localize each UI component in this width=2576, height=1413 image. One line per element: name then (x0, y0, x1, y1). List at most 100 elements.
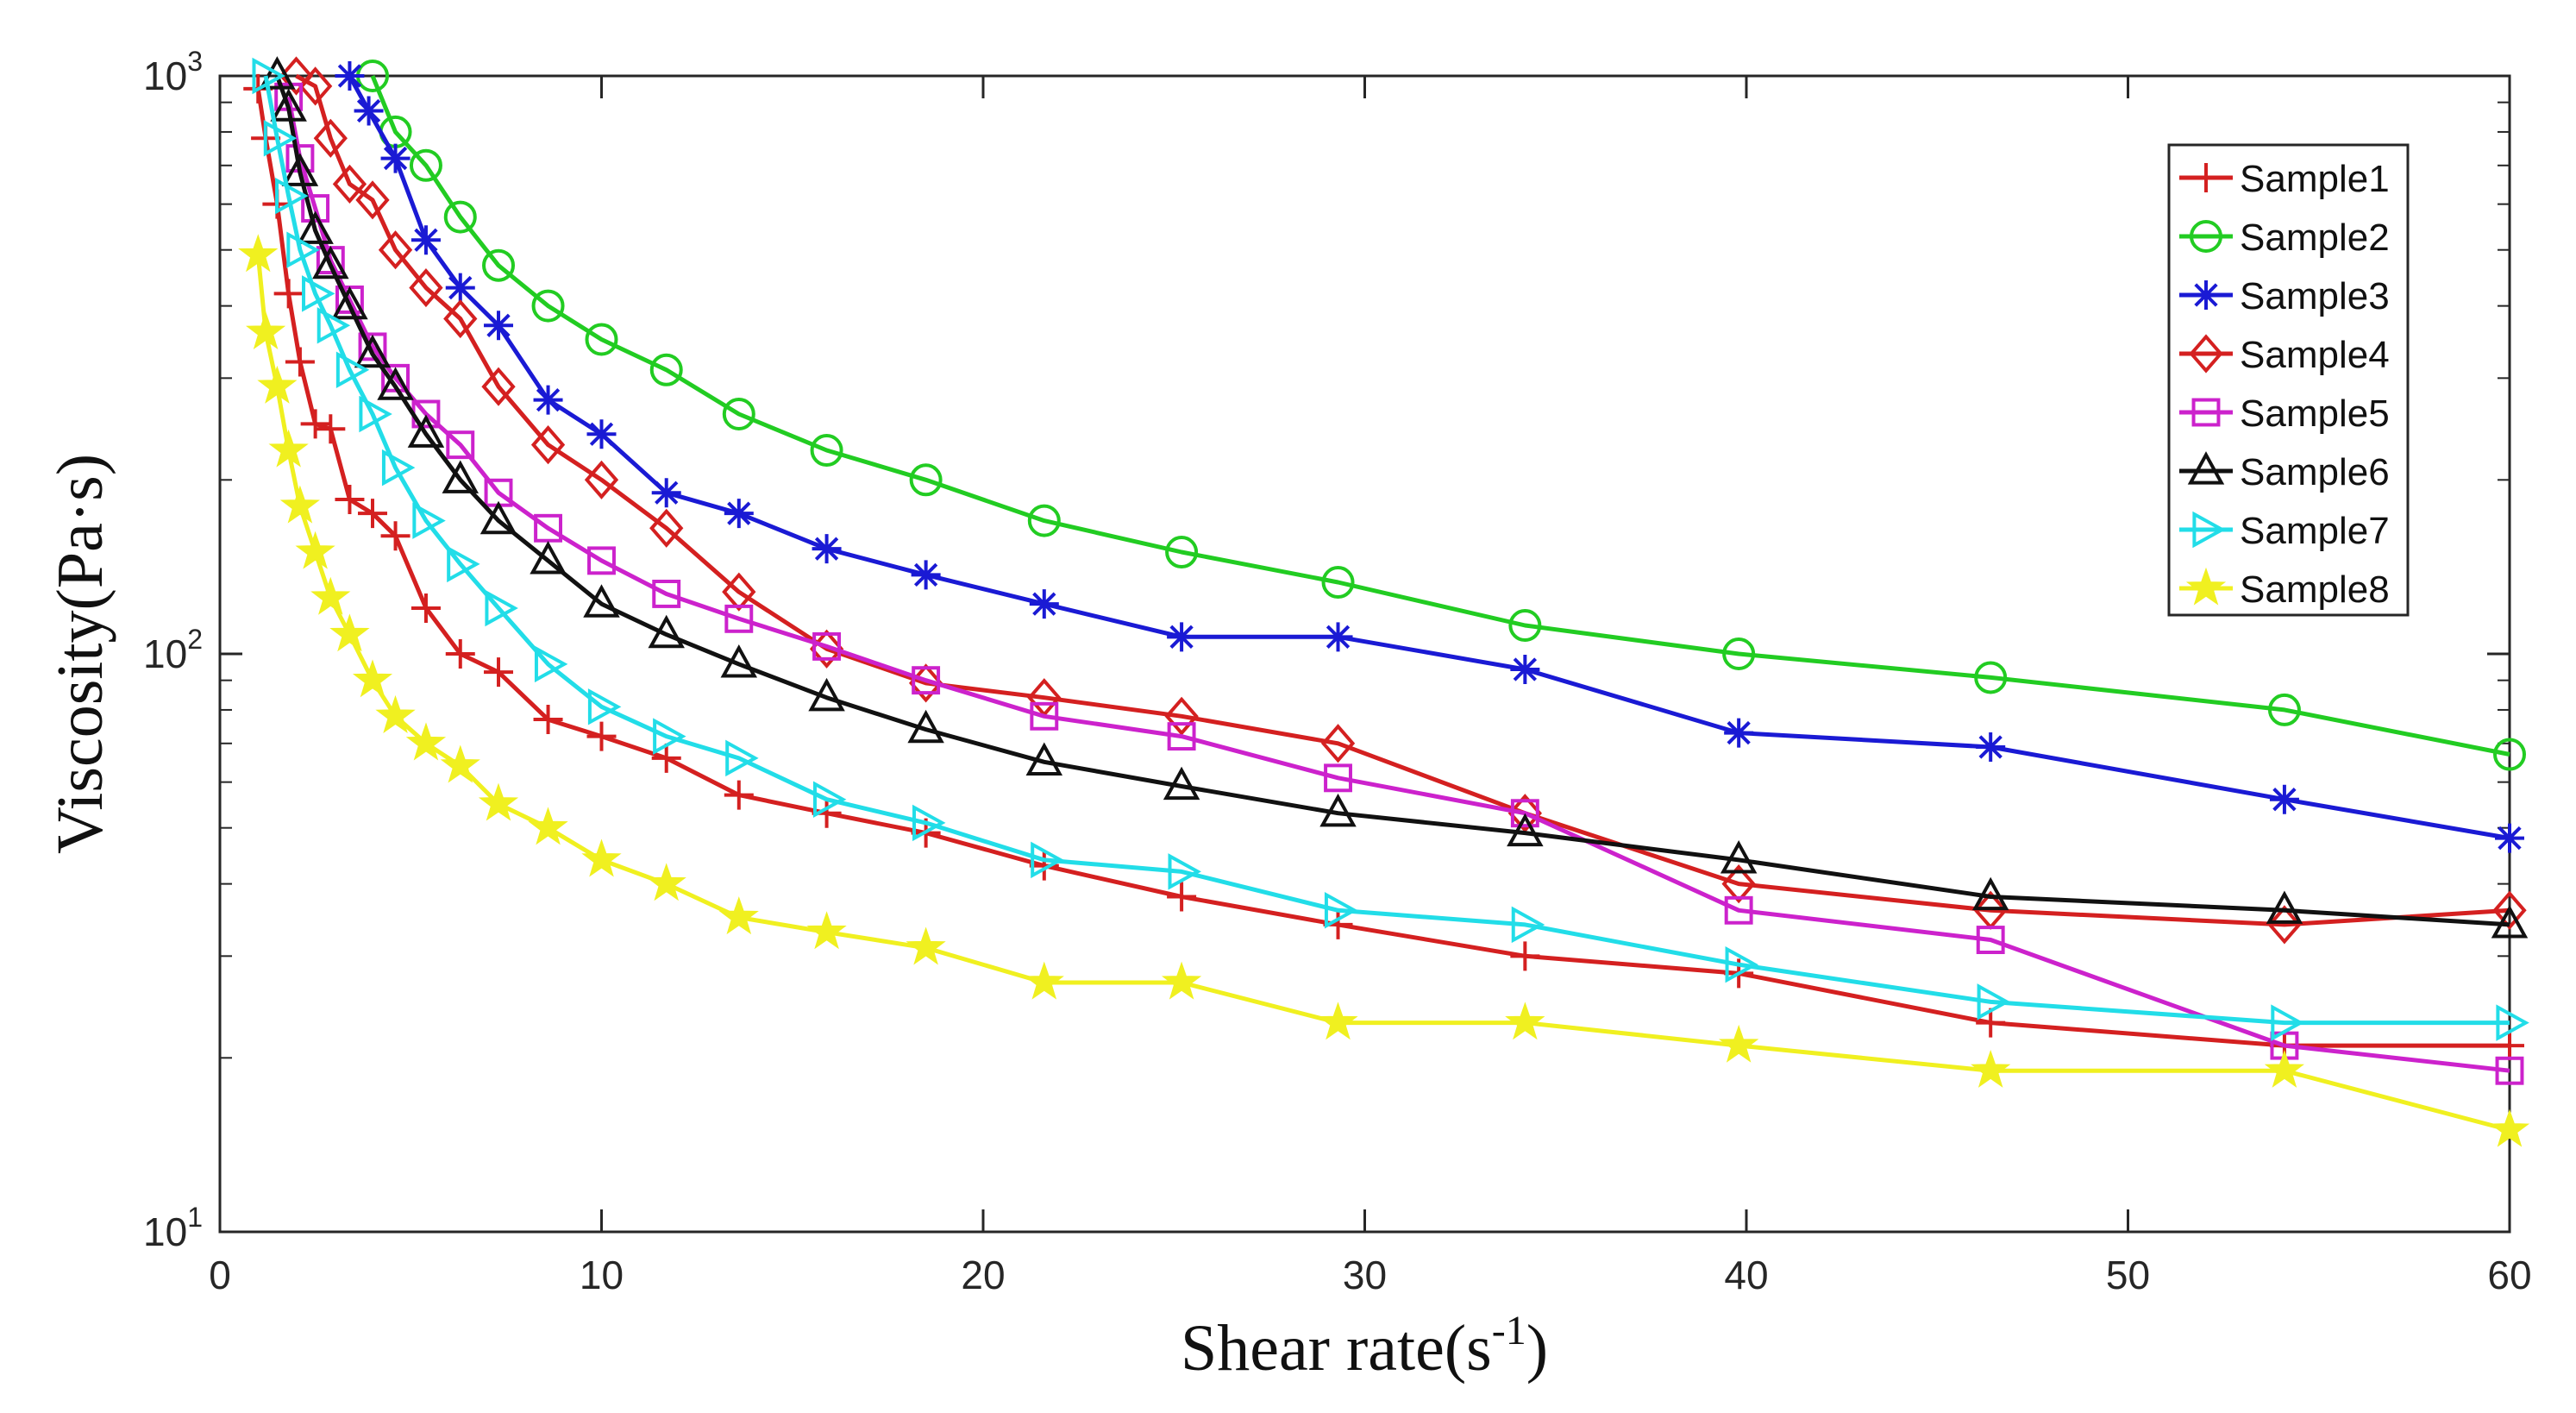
data-point (445, 273, 475, 303)
data-point (2489, 1108, 2530, 1147)
data-point (286, 231, 320, 268)
data-point (405, 722, 447, 761)
data-point (2492, 890, 2527, 930)
data-point (409, 148, 442, 182)
data-point (335, 61, 365, 91)
data-point (906, 926, 946, 965)
data-point (238, 234, 279, 273)
data-point (279, 485, 320, 524)
y-tick-label: 103 (143, 46, 203, 98)
data-point (812, 534, 842, 564)
data-point (295, 531, 335, 569)
data-point (2269, 784, 2299, 814)
data-point (300, 409, 330, 439)
data-point (2491, 905, 2529, 939)
data-point (587, 688, 622, 725)
data-point (354, 96, 384, 126)
data-point (275, 177, 309, 215)
data-point (479, 500, 517, 535)
data-point (1510, 655, 1540, 685)
data-point (1031, 841, 1064, 879)
x-tick-label: 10 (580, 1253, 624, 1297)
data-point (1724, 895, 1753, 925)
axes-box (218, 74, 2511, 1234)
data-point (2267, 693, 2301, 726)
data-point (718, 896, 759, 935)
data-point (2264, 1049, 2304, 1088)
data-point (652, 580, 681, 608)
data-point (252, 57, 285, 95)
y-tick-base: 10 (143, 1209, 187, 1254)
data-point (1511, 906, 1545, 944)
data-point (649, 353, 683, 386)
y-tick-exponent: 2 (187, 624, 203, 655)
data-point (478, 782, 519, 821)
data-point (1027, 504, 1061, 537)
data-point (358, 499, 387, 529)
data-point (412, 502, 446, 539)
data-point (409, 267, 443, 308)
data-point (1976, 732, 2006, 762)
x-tick-label: 50 (2106, 1253, 2150, 1297)
data-point (263, 120, 298, 157)
data-point (485, 589, 518, 627)
data-point (1977, 983, 2011, 1020)
x-axis-title: Shear rate(s-1) (1181, 1308, 1548, 1385)
data-point (377, 367, 414, 400)
data-point (649, 508, 684, 548)
data-point (907, 709, 944, 744)
data-point (297, 210, 334, 244)
data-point (1971, 876, 2009, 911)
legend-label: Sample1 (2240, 158, 2390, 200)
y-axis-title: Viscosity(Pa·s) (44, 454, 116, 854)
data-point (720, 644, 758, 678)
legend-label: Sample3 (2240, 275, 2390, 317)
data-point (375, 694, 416, 733)
data-point (2493, 738, 2526, 771)
data-point (533, 705, 563, 735)
data-point (531, 289, 565, 323)
data-point (1030, 701, 1059, 731)
data-point (329, 613, 370, 652)
data-point (586, 721, 617, 751)
data-point (2185, 567, 2227, 606)
data-point (2191, 280, 2221, 310)
series-line (263, 75, 2510, 1026)
data-point (2266, 890, 2303, 924)
data-point (301, 194, 330, 223)
data-point (354, 334, 392, 368)
data-point (1725, 945, 1758, 983)
data-point (281, 153, 319, 186)
data-point (1167, 622, 1197, 652)
legend-item: Sample3 (2179, 275, 2390, 317)
data-point (440, 744, 480, 783)
data-point (411, 225, 441, 255)
data-point (1324, 763, 1352, 793)
data-point (316, 414, 346, 444)
data-point (298, 66, 333, 106)
x-tick-label: 0 (209, 1253, 231, 1297)
data-point (2495, 1031, 2524, 1061)
data-point (530, 541, 567, 575)
legend-item: Sample2 (2179, 217, 2390, 259)
data-point (651, 743, 681, 773)
data-point (331, 286, 368, 320)
data-point (1165, 536, 1199, 569)
data-point (355, 180, 390, 220)
legend-label: Sample5 (2240, 392, 2390, 435)
data-point (912, 804, 946, 842)
data-point (1507, 794, 1543, 833)
data-point (358, 332, 387, 361)
series-line (295, 73, 2510, 927)
data-point (313, 118, 348, 158)
data-point (482, 248, 516, 282)
legend-item: Sample6 (2179, 451, 2390, 493)
data-point (583, 584, 620, 618)
y-tick-base: 10 (143, 631, 187, 676)
data-point (259, 56, 296, 90)
data-point (380, 521, 411, 551)
data-point (909, 463, 943, 497)
data-point (312, 245, 349, 279)
data-point (653, 718, 686, 755)
data-point (2192, 511, 2226, 549)
